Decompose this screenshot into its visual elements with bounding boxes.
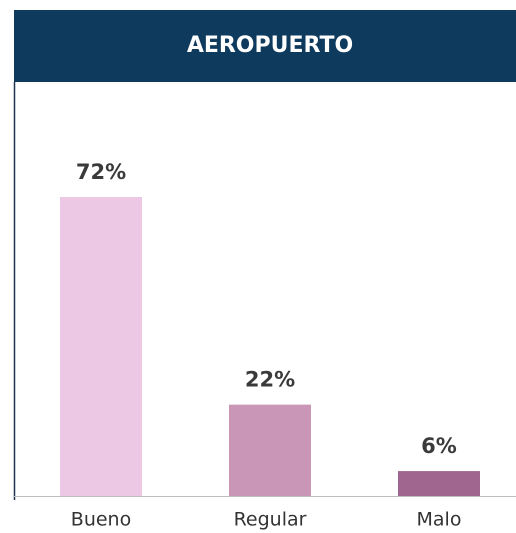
- header-band: [14, 10, 516, 82]
- chart-title: AEROPUERTO: [187, 33, 353, 58]
- value-label: 6%: [421, 434, 457, 458]
- x-tick-label: Bueno: [71, 509, 131, 531]
- bar: [229, 404, 311, 496]
- x-tick-label: Regular: [234, 509, 307, 531]
- value-label: 22%: [245, 368, 295, 392]
- bar: [398, 471, 480, 496]
- x-tick-label: Malo: [417, 509, 462, 531]
- bar: [60, 197, 142, 496]
- value-label: 72%: [76, 160, 126, 184]
